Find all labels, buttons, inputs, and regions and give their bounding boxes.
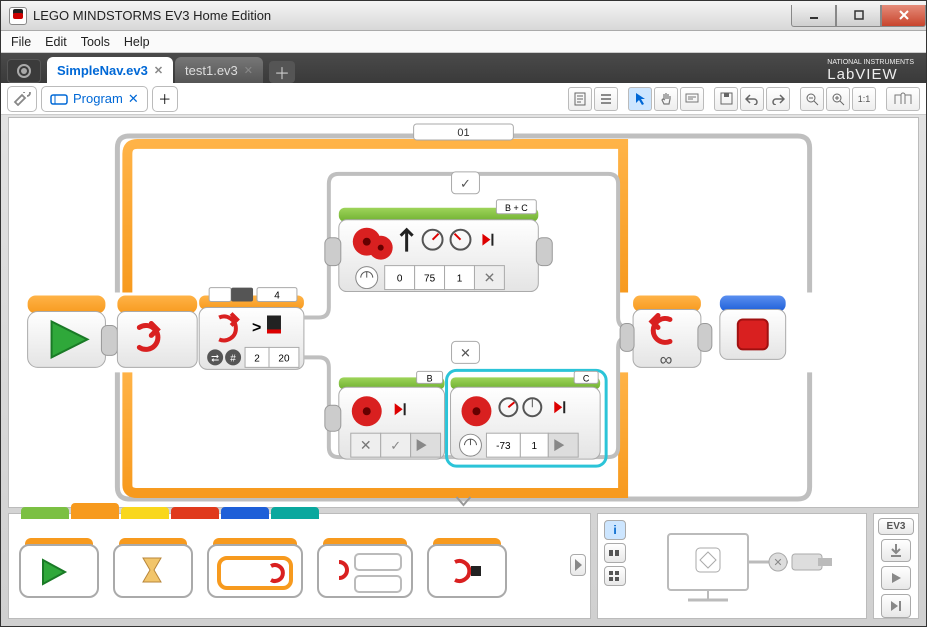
loop-label: 01 <box>457 127 469 139</box>
save-button[interactable] <box>714 87 738 111</box>
tab-label: SimpleNav.ev3 <box>57 63 148 78</box>
help-button[interactable] <box>886 87 920 111</box>
svg-text:1: 1 <box>532 441 538 452</box>
palette-cat[interactable] <box>271 507 319 519</box>
stop-block[interactable] <box>720 296 786 360</box>
zoom-out-button[interactable] <box>800 87 824 111</box>
motor-bc-block[interactable]: B + C 0 75 1 ✕ <box>325 200 552 292</box>
pointer-button[interactable] <box>628 87 652 111</box>
svg-text:0: 0 <box>397 274 403 285</box>
list-button[interactable] <box>594 87 618 111</box>
svg-text:✓: ✓ <box>460 176 471 191</box>
titlebar: LEGO MINDSTORMS EV3 Home Edition <box>1 1 926 31</box>
close-icon[interactable]: ✕ <box>128 91 139 107</box>
palette-cat-active[interactable] <box>71 503 119 519</box>
svg-text:✕: ✕ <box>773 557 782 569</box>
wrench-tab[interactable] <box>7 86 37 112</box>
download-button[interactable] <box>881 539 911 563</box>
svg-text:>: > <box>252 319 261 336</box>
palette-cat[interactable] <box>21 507 69 519</box>
stop-icon <box>738 319 768 349</box>
comment-button[interactable] <box>680 87 704 111</box>
run-selected-button[interactable] <box>881 594 911 618</box>
undo-button[interactable] <box>740 87 764 111</box>
wrench-icon <box>12 92 32 106</box>
palette-loop-block[interactable] <box>207 538 303 598</box>
project-tab-active[interactable]: SimpleNav.ev3 ✕ <box>47 57 173 83</box>
palette-cat[interactable] <box>221 507 269 519</box>
doc-button[interactable] <box>568 87 592 111</box>
control-panel: EV3 <box>873 513 919 619</box>
program-tab[interactable]: Program ✕ <box>41 86 148 112</box>
svg-text:B + C: B + C <box>505 203 528 213</box>
menu-help[interactable]: Help <box>124 35 150 49</box>
zoom-in-button[interactable] <box>826 87 850 111</box>
palette-wait-block[interactable] <box>113 538 193 598</box>
motor-b-block[interactable]: B ✕ ✓ <box>325 371 445 459</box>
pan-button[interactable] <box>654 87 678 111</box>
palette-start-block[interactable] <box>19 538 99 598</box>
project-tab-inactive[interactable]: test1.ev3 ✕ <box>175 57 263 83</box>
block-palette <box>8 513 591 619</box>
brand-label: NATIONAL INSTRUMENTS LabVIEW <box>827 60 914 83</box>
program-tab-label: Program <box>73 91 123 106</box>
program-canvas[interactable]: 01 <box>8 117 919 508</box>
svg-text:1: 1 <box>457 274 463 285</box>
close-button[interactable] <box>881 5 926 27</box>
menubar: File Edit Tools Help <box>1 31 926 53</box>
svg-text:✕: ✕ <box>360 437 372 453</box>
add-program-button[interactable]: ＋ <box>152 86 178 112</box>
svg-text:B: B <box>427 373 433 383</box>
program-icon <box>50 92 68 106</box>
svg-text:✕: ✕ <box>484 270 496 286</box>
palette-scroll-right[interactable] <box>570 554 586 576</box>
add-tab-button[interactable]: ＋ <box>269 61 295 83</box>
svg-text:✕: ✕ <box>460 345 471 360</box>
minimize-button[interactable] <box>791 5 836 27</box>
hub-panel: i ✕ <box>597 513 867 619</box>
palette-cat[interactable] <box>121 507 169 519</box>
menu-file[interactable]: File <box>11 35 31 49</box>
maximize-button[interactable] <box>836 5 881 27</box>
loop-entry-block[interactable] <box>117 296 197 368</box>
redo-button[interactable] <box>766 87 790 111</box>
project-tab-row: SimpleNav.ev3 ✕ test1.ev3 ✕ ＋ NATIONAL I… <box>1 53 926 83</box>
motor-c-block[interactable]: C -73 1 <box>447 370 607 466</box>
hub-tab-info[interactable]: i <box>604 520 626 540</box>
ev3-label: EV3 <box>878 518 914 535</box>
svg-text:✓: ✓ <box>390 438 401 453</box>
app-logo <box>9 7 27 25</box>
hub-connection-diagram: ✕ <box>658 524 848 604</box>
svg-text:-73: -73 <box>496 441 511 452</box>
svg-text:20: 20 <box>278 353 290 364</box>
start-block[interactable] <box>28 296 118 368</box>
hub-tab-ports[interactable] <box>604 543 626 563</box>
hub-tab-bricks[interactable] <box>604 566 626 586</box>
toolbar: Program ✕ ＋ 1:1 <box>1 83 926 115</box>
svg-text:75: 75 <box>424 274 436 285</box>
palette-category-tabs <box>21 507 319 519</box>
zoom-reset-button[interactable]: 1:1 <box>852 87 876 111</box>
loop-end-block[interactable]: ∞ <box>620 296 712 370</box>
svg-text:C: C <box>583 373 590 383</box>
svg-text:#: # <box>230 353 236 364</box>
menu-tools[interactable]: Tools <box>81 35 110 49</box>
svg-text:∞: ∞ <box>660 349 673 369</box>
menu-edit[interactable]: Edit <box>45 35 67 49</box>
tab-label: test1.ev3 <box>185 63 238 78</box>
palette-switch-block[interactable] <box>317 538 413 598</box>
svg-text:⮂: ⮂ <box>211 353 219 364</box>
window-title: LEGO MINDSTORMS EV3 Home Edition <box>33 8 271 23</box>
palette-cat[interactable] <box>171 507 219 519</box>
svg-text:2: 2 <box>254 353 260 364</box>
run-button[interactable] <box>881 566 911 590</box>
svg-text:4: 4 <box>274 291 280 302</box>
close-icon[interactable]: ✕ <box>154 64 163 77</box>
palette-interrupt-block[interactable] <box>427 538 507 598</box>
switch-block[interactable]: 4 > ⮂ # 2 20 <box>199 288 304 370</box>
home-button[interactable] <box>7 59 41 83</box>
close-icon[interactable]: ✕ <box>244 64 253 77</box>
